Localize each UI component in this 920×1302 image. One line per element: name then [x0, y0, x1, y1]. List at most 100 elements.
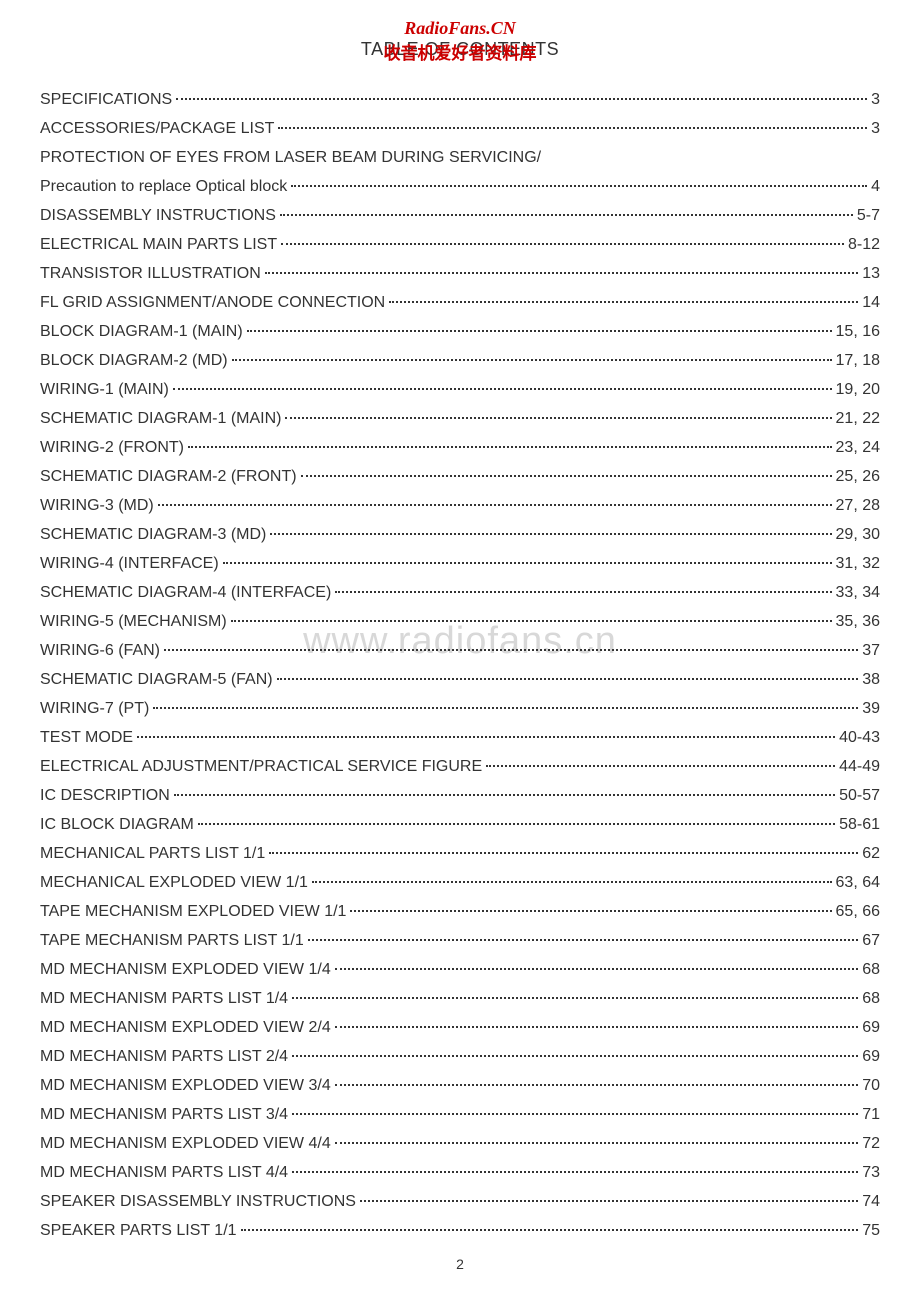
toc-entry-page: 73	[862, 1158, 880, 1187]
toc-entry: BLOCK DIAGRAM-2 (MD)17, 18	[40, 346, 880, 375]
toc-entry-page: 71	[862, 1100, 880, 1129]
toc-entry: WIRING-2 (FRONT)23, 24	[40, 433, 880, 462]
toc-entry-page: 13	[862, 259, 880, 288]
title-row: TABLE OF CONTENTS 收音机爱好者资料库	[0, 39, 920, 63]
toc-entry-label: MD MECHANISM PARTS LIST 3/4	[40, 1100, 288, 1129]
toc-entry: FL GRID ASSIGNMENT/ANODE CONNECTION 14	[40, 288, 880, 317]
toc-entry: TRANSISTOR ILLUSTRATION13	[40, 259, 880, 288]
toc-entry-page: 14	[862, 288, 880, 317]
toc-entry-page: 33, 34	[836, 578, 880, 607]
toc-entry-page: 3	[871, 114, 880, 143]
toc-leader-dots	[176, 98, 867, 100]
toc-leader-dots	[308, 939, 858, 941]
toc-entry-page: 29, 30	[836, 520, 880, 549]
toc-leader-dots	[292, 1171, 858, 1173]
toc-entry-label: SPEAKER DISASSEMBLY INSTRUCTIONS	[40, 1187, 356, 1216]
toc-leader-dots	[335, 591, 831, 593]
toc-entry-label: SCHEMATIC DIAGRAM-1 (MAIN)	[40, 404, 281, 433]
page-number: 2	[456, 1256, 464, 1272]
toc-leader-dots	[158, 504, 832, 506]
toc-entry: SCHEMATIC DIAGRAM-5 (FAN)38	[40, 665, 880, 694]
toc-entry-page: 70	[862, 1071, 880, 1100]
toc-entry: SCHEMATIC DIAGRAM-2 (FRONT)25, 26	[40, 462, 880, 491]
toc-leader-dots	[278, 127, 867, 129]
toc-leader-dots	[188, 446, 832, 448]
toc-entry: BLOCK DIAGRAM-1 (MAIN) 15, 16	[40, 317, 880, 346]
toc-leader-dots	[335, 1084, 858, 1086]
toc-entry-page: 8-12	[848, 230, 880, 259]
toc-entry-page: 65, 66	[836, 897, 880, 926]
toc-entry-label: MD MECHANISM EXPLODED VIEW 3/4	[40, 1071, 331, 1100]
toc-entry-page: 68	[862, 984, 880, 1013]
toc-leader-dots	[335, 1026, 858, 1028]
toc-entry-label: WIRING-7 (PT)	[40, 694, 149, 723]
toc-entry-label: BLOCK DIAGRAM-1 (MAIN)	[40, 317, 243, 346]
toc-entry-page: 39	[862, 694, 880, 723]
toc-leader-dots	[389, 301, 858, 303]
toc-leader-dots	[174, 794, 835, 796]
toc-leader-dots	[269, 852, 858, 854]
toc-entry-page: 37	[862, 636, 880, 665]
table-of-contents: SPECIFICATIONS3ACCESSORIES/PACKAGE LIST3…	[0, 85, 920, 1245]
toc-leader-dots	[241, 1229, 859, 1231]
toc-leader-dots	[198, 823, 835, 825]
toc-entry-page: 75	[862, 1216, 880, 1245]
toc-entry: WIRING-6 (FAN) 37	[40, 636, 880, 665]
toc-entry: MD MECHANISM PARTS LIST 4/473	[40, 1158, 880, 1187]
toc-entry: SCHEMATIC DIAGRAM-3 (MD)29, 30	[40, 520, 880, 549]
toc-entry: IC DESCRIPTION50-57	[40, 781, 880, 810]
toc-leader-dots	[223, 562, 832, 564]
toc-entry-page: 44-49	[839, 752, 880, 781]
toc-entry-page: 72	[862, 1129, 880, 1158]
toc-entry: MD MECHANISM EXPLODED VIEW 2/4 69	[40, 1013, 880, 1042]
toc-leader-dots	[291, 185, 867, 187]
toc-entry-label: ELECTRICAL ADJUSTMENT/PRACTICAL SERVICE …	[40, 752, 482, 781]
toc-entry: ACCESSORIES/PACKAGE LIST3	[40, 114, 880, 143]
toc-leader-dots	[270, 533, 831, 535]
toc-entry: PROTECTION OF EYES FROM LASER BEAM DURIN…	[40, 143, 880, 172]
toc-entry-label: ELECTRICAL MAIN PARTS LIST	[40, 230, 277, 259]
toc-entry: Precaution to replace Optical block4	[40, 172, 880, 201]
toc-entry: SCHEMATIC DIAGRAM-1 (MAIN)21, 22	[40, 404, 880, 433]
toc-entry-label: WIRING-4 (INTERFACE)	[40, 549, 219, 578]
toc-entry-page: 5-7	[857, 201, 880, 230]
toc-entry-label: MD MECHANISM EXPLODED VIEW 1/4	[40, 955, 331, 984]
toc-leader-dots	[153, 707, 858, 709]
toc-entry: MECHANICAL EXPLODED VIEW 1/163, 64	[40, 868, 880, 897]
toc-entry-label: WIRING-6 (FAN)	[40, 636, 160, 665]
toc-entry-label: MECHANICAL PARTS LIST 1/1	[40, 839, 265, 868]
toc-entry: SPECIFICATIONS3	[40, 85, 880, 114]
toc-entry-label: FL GRID ASSIGNMENT/ANODE CONNECTION	[40, 288, 385, 317]
toc-entry-label: MECHANICAL EXPLODED VIEW 1/1	[40, 868, 308, 897]
toc-entry-label: MD MECHANISM EXPLODED VIEW 2/4	[40, 1013, 331, 1042]
toc-entry: IC BLOCK DIAGRAM58-61	[40, 810, 880, 839]
toc-leader-dots	[301, 475, 832, 477]
title-overlay: 收音机爱好者资料库	[384, 39, 537, 64]
toc-entry-label: WIRING-3 (MD)	[40, 491, 154, 520]
toc-entry: WIRING-7 (PT) 39	[40, 694, 880, 723]
toc-entry-label: SCHEMATIC DIAGRAM-5 (FAN)	[40, 665, 273, 694]
toc-entry: MECHANICAL PARTS LIST 1/162	[40, 839, 880, 868]
toc-leader-dots	[335, 968, 858, 970]
toc-entry: MD MECHANISM PARTS LIST 1/4 68	[40, 984, 880, 1013]
toc-entry-page: 31, 32	[836, 549, 880, 578]
toc-leader-dots	[231, 620, 832, 622]
toc-entry: MD MECHANISM EXPLODED VIEW 1/468	[40, 955, 880, 984]
toc-entry-page: 69	[862, 1013, 880, 1042]
toc-leader-dots	[360, 1200, 858, 1202]
toc-leader-dots	[292, 1055, 858, 1057]
toc-entry-page: 58-61	[839, 810, 880, 839]
toc-entry-label: SCHEMATIC DIAGRAM-4 (INTERFACE)	[40, 578, 331, 607]
toc-entry-page: 25, 26	[836, 462, 880, 491]
toc-leader-dots	[312, 881, 832, 883]
toc-entry: SPEAKER PARTS LIST 1/175	[40, 1216, 880, 1245]
toc-leader-dots	[247, 330, 832, 332]
toc-entry: TAPE MECHANISM EXPLODED VIEW 1/165, 66	[40, 897, 880, 926]
toc-entry: MD MECHANISM PARTS LIST 2/469	[40, 1042, 880, 1071]
toc-entry: MD MECHANISM EXPLODED VIEW 4/472	[40, 1129, 880, 1158]
toc-leader-dots	[265, 272, 858, 274]
toc-entry-label: MD MECHANISM PARTS LIST 1/4	[40, 984, 288, 1013]
toc-entry-label: WIRING-1 (MAIN)	[40, 375, 169, 404]
toc-entry-page: 15, 16	[836, 317, 880, 346]
toc-entry: MD MECHANISM PARTS LIST 3/4 71	[40, 1100, 880, 1129]
